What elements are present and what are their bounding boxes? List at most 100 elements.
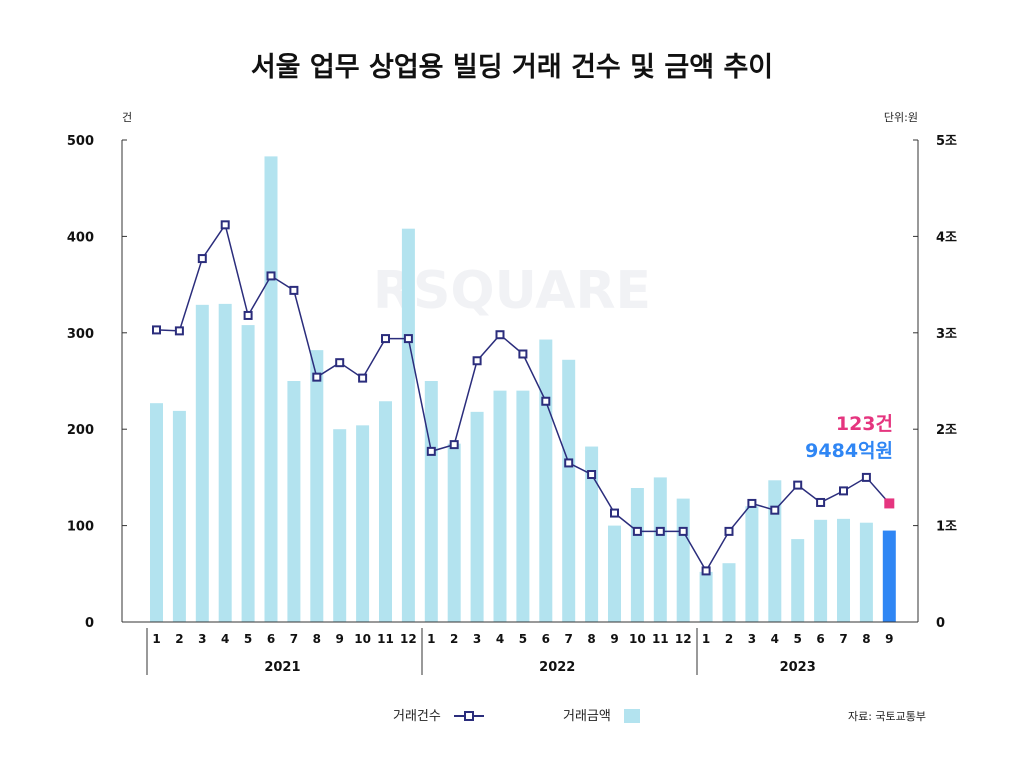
month-label-26: 2 — [725, 632, 733, 646]
count-marker-11 — [381, 334, 390, 344]
left-tick-label-400: 400 — [67, 230, 94, 245]
legend-label-count: 거래건수 — [393, 709, 441, 724]
bar-20 — [585, 446, 599, 622]
bar-29 — [791, 539, 805, 622]
month-label-19: 7 — [565, 632, 573, 646]
count-marker-26 — [724, 526, 734, 536]
bar-7 — [287, 381, 301, 622]
right-tick-label-4: 4조 — [936, 230, 957, 245]
annotation-amount: 9484억원 — [805, 440, 893, 462]
month-label-14: 2 — [450, 632, 458, 646]
legend: 거래건수 거래금액 — [393, 709, 640, 724]
count-marker-28 — [770, 505, 780, 515]
bar-14 — [447, 443, 461, 622]
legend-label-amount: 거래금액 — [563, 709, 611, 724]
month-label-9: 9 — [336, 632, 344, 646]
annotation-count: 123건 — [836, 413, 893, 435]
count-marker-12 — [403, 334, 413, 344]
count-marker-4 — [220, 220, 230, 230]
month-label-21: 9 — [610, 632, 618, 646]
month-label-4: 4 — [221, 632, 229, 646]
bar-8 — [310, 350, 324, 622]
month-label-17: 5 — [519, 632, 527, 646]
count-marker-9 — [335, 358, 345, 368]
legend-bar-symbol — [624, 709, 640, 723]
month-label-29: 5 — [794, 632, 802, 646]
bar-22 — [630, 488, 644, 622]
count-marker-21 — [610, 508, 619, 518]
bar-4 — [218, 303, 232, 622]
bar-21 — [608, 525, 621, 622]
year-label-2021: 2021 — [264, 660, 300, 675]
count-marker-6 — [266, 271, 276, 281]
month-label-3: 3 — [198, 632, 206, 646]
month-label-15: 3 — [473, 632, 481, 646]
bar-19 — [562, 359, 576, 622]
count-marker-25 — [701, 566, 711, 576]
bar-6 — [264, 156, 278, 622]
bar-30 — [814, 519, 828, 622]
bar-17 — [516, 390, 530, 622]
right-tick-label-2: 2조 — [936, 423, 957, 438]
month-label-5: 5 — [244, 632, 252, 646]
left-tick-label-0: 0 — [85, 616, 94, 631]
count-marker-14 — [449, 440, 459, 450]
bar-33 — [882, 530, 896, 622]
bar-31 — [837, 518, 850, 622]
left-unit-label: 건 — [122, 111, 132, 124]
month-label-22: 10 — [629, 632, 646, 646]
count-marker-31 — [839, 486, 848, 496]
count-marker-29 — [793, 480, 803, 490]
month-label-1: 1 — [152, 632, 160, 646]
month-label-32: 8 — [862, 632, 870, 646]
bar-24 — [676, 498, 690, 622]
bar-2 — [172, 410, 186, 622]
right-tick-label-5: 5조 — [936, 134, 957, 149]
month-label-33: 9 — [885, 632, 893, 646]
month-label-16: 4 — [496, 632, 504, 646]
bar-28 — [768, 480, 782, 622]
bar-13 — [424, 381, 438, 622]
bar-15 — [470, 411, 484, 622]
month-label-6: 6 — [267, 632, 275, 646]
bar-9 — [333, 429, 347, 622]
month-label-31: 7 — [839, 632, 847, 646]
count-marker-10 — [358, 373, 368, 383]
count-marker-13 — [426, 446, 436, 456]
count-marker-33 — [884, 498, 895, 509]
bar-16 — [493, 390, 507, 622]
line-series — [152, 220, 895, 576]
count-marker-23 — [655, 526, 665, 536]
source-note: 자료: 국토교통부 — [848, 710, 926, 723]
count-marker-17 — [518, 349, 528, 359]
bar-5 — [241, 325, 255, 622]
count-marker-32 — [861, 472, 871, 482]
month-label-30: 6 — [816, 632, 824, 646]
year-label-2023: 2023 — [780, 660, 816, 675]
count-marker-27 — [747, 498, 757, 508]
bar-10 — [356, 425, 370, 622]
month-label-13: 1 — [427, 632, 435, 646]
right-tick-label-3: 3조 — [936, 327, 957, 342]
count-marker-1 — [152, 325, 161, 335]
month-label-25: 1 — [702, 632, 710, 646]
bar-series — [150, 156, 896, 623]
count-marker-30 — [816, 497, 826, 507]
count-marker-20 — [587, 470, 597, 480]
count-marker-2 — [174, 326, 184, 336]
right-tick-label-1: 1조 — [936, 520, 957, 535]
legend-line-marker — [464, 711, 474, 721]
month-label-10: 10 — [354, 632, 371, 646]
bar-32 — [859, 522, 873, 622]
left-tick-label-500: 500 — [67, 134, 94, 149]
count-marker-18 — [541, 396, 551, 406]
count-marker-5 — [243, 310, 253, 320]
count-marker-8 — [312, 372, 322, 382]
year-label-2022: 2022 — [539, 660, 575, 675]
month-label-23: 11 — [652, 632, 669, 646]
left-tick-label-200: 200 — [67, 423, 94, 438]
right-tick-label-0: 0 — [936, 616, 945, 631]
bar-27 — [745, 506, 759, 622]
count-marker-15 — [472, 356, 482, 366]
